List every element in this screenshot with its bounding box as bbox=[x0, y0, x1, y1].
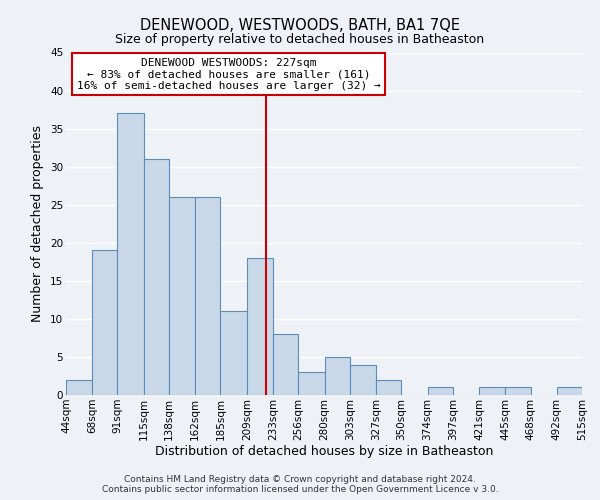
Y-axis label: Number of detached properties: Number of detached properties bbox=[31, 125, 44, 322]
Bar bbox=[376, 380, 401, 395]
Bar bbox=[220, 312, 247, 395]
Bar bbox=[195, 197, 220, 395]
Bar bbox=[92, 250, 118, 395]
Bar bbox=[350, 364, 376, 395]
Text: Size of property relative to detached houses in Batheaston: Size of property relative to detached ho… bbox=[115, 32, 485, 46]
Bar bbox=[66, 380, 92, 395]
Bar bbox=[118, 114, 144, 395]
Bar bbox=[479, 388, 505, 395]
Text: Contains HM Land Registry data © Crown copyright and database right 2024.: Contains HM Land Registry data © Crown c… bbox=[124, 475, 476, 484]
Text: DENEWOOD, WESTWOODS, BATH, BA1 7QE: DENEWOOD, WESTWOODS, BATH, BA1 7QE bbox=[140, 18, 460, 32]
Bar bbox=[505, 388, 530, 395]
Text: DENEWOOD WESTWOODS: 227sqm
← 83% of detached houses are smaller (161)
16% of sem: DENEWOOD WESTWOODS: 227sqm ← 83% of deta… bbox=[77, 58, 380, 91]
Text: Contains public sector information licensed under the Open Government Licence v : Contains public sector information licen… bbox=[101, 484, 499, 494]
X-axis label: Distribution of detached houses by size in Batheaston: Distribution of detached houses by size … bbox=[155, 446, 493, 458]
Bar bbox=[298, 372, 325, 395]
Bar bbox=[557, 388, 582, 395]
Bar bbox=[428, 388, 453, 395]
Bar bbox=[325, 357, 350, 395]
Bar bbox=[169, 197, 195, 395]
Bar bbox=[273, 334, 298, 395]
Bar bbox=[144, 159, 169, 395]
Bar bbox=[247, 258, 273, 395]
